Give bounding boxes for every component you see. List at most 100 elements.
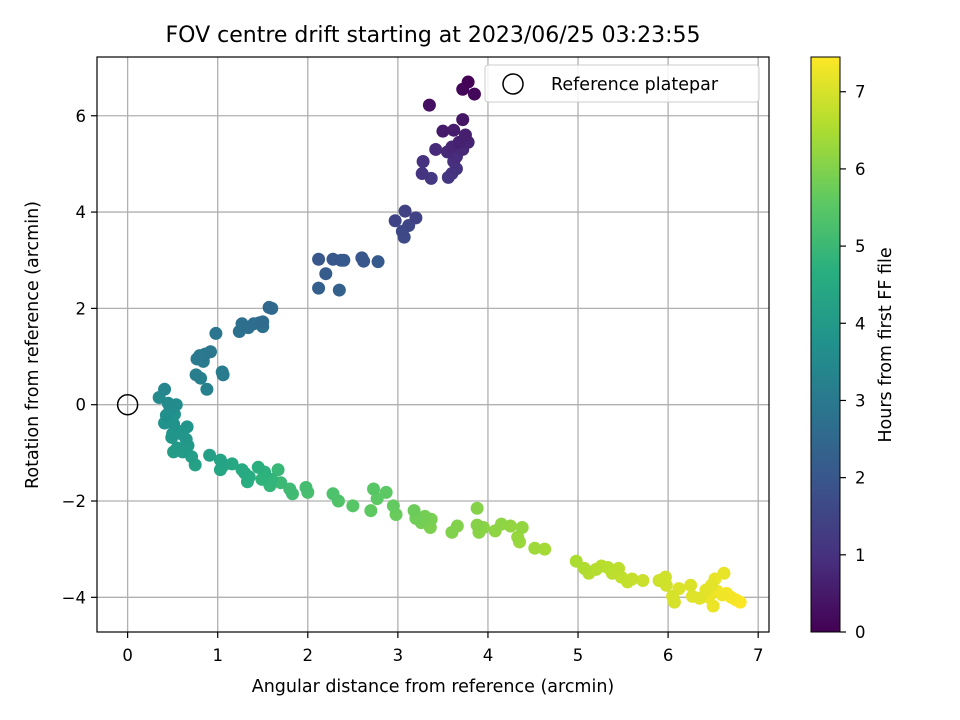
scatter-point	[612, 561, 626, 575]
x-tick-label: 2	[303, 646, 314, 665]
scatter-point	[166, 427, 180, 441]
y-axis-ticks: −4 −2 0 2 4 6	[62, 107, 97, 607]
scatter-point	[367, 482, 381, 496]
scatter-point	[429, 142, 443, 156]
x-tick-label: 3	[393, 646, 404, 665]
colorbar-tick-label: 2	[855, 469, 866, 488]
scatter-point	[251, 460, 265, 474]
scatter-point	[422, 98, 436, 112]
scatter-point	[193, 349, 207, 363]
scatter-point	[704, 578, 718, 592]
scatter-point	[470, 518, 484, 532]
legend-marker	[502, 73, 524, 95]
scatter-point	[189, 368, 203, 382]
x-tick-label: 6	[663, 646, 674, 665]
scatter-point	[326, 487, 340, 501]
colorbar-tick-label: 1	[855, 546, 866, 565]
scatter-point	[658, 570, 672, 584]
scatter-point	[262, 300, 276, 314]
scatter-point	[398, 204, 412, 218]
scatter-point	[636, 573, 650, 587]
scatter-point	[569, 554, 583, 568]
scatter-point	[216, 368, 230, 382]
colorbar-ticks: 0 1 2 3 4 5 6 7	[840, 83, 866, 642]
data-points	[152, 75, 747, 613]
scatter-point	[319, 267, 333, 281]
colorbar-tick-label: 5	[855, 237, 866, 256]
scatter-point	[388, 214, 402, 228]
reference-point	[116, 393, 139, 416]
colorbar-tick-label: 4	[855, 314, 866, 333]
colorbar-gradient	[810, 56, 841, 633]
scatter-point	[693, 591, 707, 605]
scatter-point	[180, 420, 194, 434]
scatter-point	[706, 599, 720, 613]
scatter-point	[386, 499, 400, 513]
scatter-point	[312, 252, 326, 266]
colorbar-tick-label: 3	[855, 391, 866, 410]
scatter-point	[456, 113, 470, 127]
x-axis-label: Angular distance from reference (arcmin)	[252, 677, 615, 697]
scatter-point	[715, 588, 729, 602]
colorbar-label: Hours from first FF file	[876, 247, 896, 442]
grid-lines	[97, 57, 769, 632]
scatter-point	[200, 382, 214, 396]
scatter-point	[415, 167, 429, 181]
scatter-point	[170, 441, 184, 455]
scatter-point	[332, 283, 346, 297]
legend-entry-reference: Reference platepar	[551, 75, 719, 95]
scatter-point	[299, 481, 313, 495]
y-tick-label: 0	[76, 396, 87, 415]
scatter-point	[538, 542, 552, 556]
scatter-point	[601, 560, 615, 574]
reference-marker	[116, 393, 139, 416]
y-tick-label: −4	[62, 588, 86, 607]
colorbar-tick-label: 0	[855, 623, 866, 642]
scatter-point	[209, 326, 223, 340]
colorbar: 0 1 2 3 4 5 6 7 Hours from first FF file	[810, 56, 896, 642]
scatter-point	[450, 519, 464, 533]
scatter-point	[416, 155, 430, 169]
scatter-point	[409, 211, 423, 225]
y-axis-label: Rotation from reference (arcmin)	[23, 201, 43, 489]
y-tick-label: 6	[76, 107, 87, 126]
scatter-point	[312, 281, 326, 295]
colorbar-tick-label: 6	[855, 160, 866, 179]
scatter-point	[511, 530, 525, 544]
colorbar-tick-label: 7	[855, 83, 866, 102]
scatter-point	[158, 382, 172, 396]
scatter-point	[337, 253, 351, 267]
scatter-point	[326, 252, 340, 266]
scatter-point	[458, 128, 472, 142]
scatter-point	[203, 448, 217, 462]
chart-title: FOV centre drift starting at 2023/06/25 …	[166, 23, 701, 48]
scatter-point	[271, 463, 285, 477]
scatter-point	[667, 595, 681, 609]
y-tick-label: 4	[76, 203, 87, 222]
scatter-point	[684, 578, 698, 592]
scatter-point	[515, 520, 529, 534]
x-tick-label: 7	[753, 646, 764, 665]
scatter-point	[256, 315, 270, 329]
scatter-point	[625, 572, 639, 586]
x-tick-label: 1	[212, 646, 223, 665]
x-tick-label: 5	[573, 646, 584, 665]
scatter-point	[470, 501, 484, 515]
scatter-point	[213, 453, 227, 467]
plot-frame	[96, 56, 770, 633]
scatter-point	[235, 463, 249, 477]
scatter-point	[589, 562, 603, 576]
y-tick-label: 2	[76, 299, 87, 318]
scatter-point	[436, 124, 450, 138]
scatter-point	[717, 566, 731, 580]
scatter-point	[204, 345, 218, 359]
scatter-point	[494, 517, 508, 531]
scatter-point	[407, 504, 421, 518]
scatter-point	[379, 485, 393, 499]
x-tick-label: 0	[122, 646, 133, 665]
scatter-point	[364, 504, 378, 518]
scatter-point	[346, 499, 360, 513]
scatter-point	[447, 123, 461, 137]
scatter-point	[355, 251, 369, 265]
